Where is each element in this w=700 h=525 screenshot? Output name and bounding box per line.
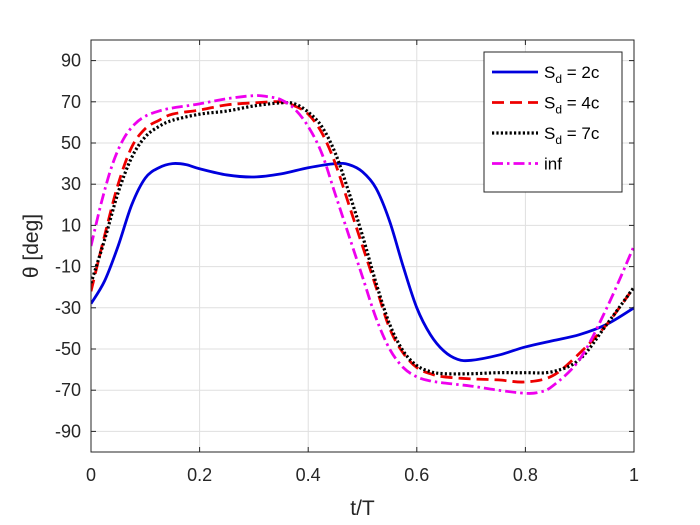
x-tick-label: 0.8 bbox=[513, 465, 538, 485]
legend-entry: Sd = 4c bbox=[492, 94, 600, 117]
y-tick-label: -90 bbox=[55, 421, 81, 441]
ticks bbox=[90, 40, 635, 452]
legend-entry: Sd = 7c bbox=[492, 124, 600, 147]
y-tick-label: 50 bbox=[61, 133, 81, 153]
x-tick-label: 0.4 bbox=[296, 465, 321, 485]
series-line-1 bbox=[91, 161, 634, 363]
series-line-3 bbox=[91, 101, 634, 376]
x-tick-label: 0.2 bbox=[187, 465, 212, 485]
plot-frame bbox=[90, 39, 635, 453]
y-tick-label: -70 bbox=[55, 380, 81, 400]
y-tick-label: 70 bbox=[61, 92, 81, 112]
legend: Sd = 2c Sd = 4c Sd = 7c inf bbox=[483, 51, 623, 193]
x-tick-label: 1 bbox=[629, 465, 639, 485]
x-tick-label: 0.6 bbox=[404, 465, 429, 485]
y-tick-labels: 90 70 50 30 10 -10 -30 -50 -70 -90 bbox=[55, 51, 81, 442]
legend-label: Sd = 7c bbox=[544, 124, 600, 147]
y-tick-label: -30 bbox=[55, 298, 81, 318]
y-axis-label: θ [deg] bbox=[20, 214, 43, 278]
y-tick-label: 10 bbox=[61, 215, 81, 235]
legend-label: Sd = 2c bbox=[544, 63, 600, 86]
series-line-4 bbox=[91, 94, 634, 395]
y-tick-label: 30 bbox=[61, 174, 81, 194]
legend-entry: inf bbox=[492, 155, 562, 174]
y-tick-label: 90 bbox=[61, 51, 81, 71]
x-tick-labels: 0 0.2 0.4 0.6 0.8 1 bbox=[86, 465, 639, 485]
x-tick-label: 0 bbox=[86, 465, 96, 485]
y-tick-label: -50 bbox=[55, 339, 81, 359]
series-line-2 bbox=[91, 100, 634, 384]
series-lines bbox=[91, 94, 634, 395]
legend-items: Sd = 2c Sd = 4c Sd = 7c inf bbox=[492, 63, 600, 174]
legend-label: Sd = 4c bbox=[544, 94, 600, 117]
x-axis-label: t/T bbox=[350, 497, 375, 520]
legend-entry: Sd = 2c bbox=[492, 63, 600, 86]
legend-box bbox=[483, 51, 623, 193]
legend-label: inf bbox=[544, 155, 562, 174]
y-tick-label: -10 bbox=[55, 257, 81, 277]
